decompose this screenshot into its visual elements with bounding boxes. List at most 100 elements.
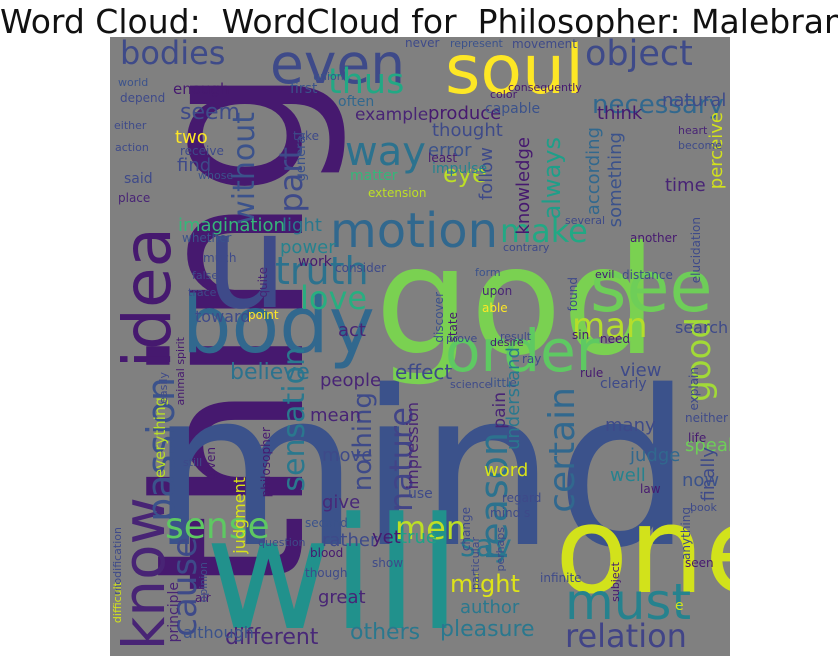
word-found: found xyxy=(566,277,580,312)
word-ray: ray xyxy=(522,352,542,366)
word-receive: receive xyxy=(180,144,224,158)
word-might: might xyxy=(450,570,520,598)
word-always: always xyxy=(538,137,566,220)
word-either: either xyxy=(114,119,147,132)
word-sin: sin xyxy=(572,328,590,342)
word-perhaps: perhaps xyxy=(494,527,507,572)
word-see: see xyxy=(590,246,713,328)
word-regard: regard xyxy=(502,491,542,505)
word-science: science xyxy=(450,378,492,391)
word-impulse: impulse xyxy=(432,161,488,177)
word-mean: mean xyxy=(310,405,362,426)
word-mind: mind xyxy=(150,344,692,595)
word-relation: relation xyxy=(565,617,687,655)
word-whose: whose xyxy=(198,169,234,182)
word-everything: everything xyxy=(151,397,169,478)
word-e: e xyxy=(675,598,684,614)
word-u: u xyxy=(205,186,288,338)
word-men: men xyxy=(395,509,467,547)
word-use: use xyxy=(408,486,433,502)
word-law: law xyxy=(640,482,661,496)
word-true: true xyxy=(400,527,437,548)
word-explain: explain xyxy=(687,367,701,411)
word-great: great xyxy=(318,587,366,608)
word-error: error xyxy=(428,140,472,161)
word-according: according xyxy=(583,127,604,216)
word-others: others xyxy=(350,620,421,645)
word-view: view xyxy=(620,360,662,381)
word-elucidation: elucidation xyxy=(689,217,703,284)
word-object: object xyxy=(585,37,693,74)
word-impression: impression xyxy=(403,402,422,490)
word-believe: believe xyxy=(230,360,310,385)
word-book: book xyxy=(690,501,717,514)
word-depend: depend xyxy=(120,91,166,105)
word-philosopher: philosopher xyxy=(259,427,273,498)
word-must: must xyxy=(565,573,692,631)
word-opinion: opinion xyxy=(197,562,210,603)
word-though: though xyxy=(305,566,348,580)
word-able: able xyxy=(482,301,508,315)
word-represent: represent xyxy=(450,37,503,50)
word-still: still xyxy=(183,456,203,469)
word-anything: anything xyxy=(679,507,693,560)
word-consider: consider xyxy=(335,261,387,275)
word-color: color xyxy=(490,88,518,101)
word-often: often xyxy=(338,94,375,110)
word-difficult: difficult xyxy=(111,582,124,624)
word-now: now xyxy=(682,470,720,491)
word-particular: particular xyxy=(469,537,482,590)
word-become: become xyxy=(678,139,723,152)
word-life: life xyxy=(688,431,707,445)
word-toward: toward xyxy=(195,307,251,326)
word-consequently: consequently xyxy=(508,81,582,94)
word-pain: pain xyxy=(490,392,510,429)
word-example: example xyxy=(355,105,429,125)
word-principle: principle xyxy=(166,582,182,643)
word-many: many xyxy=(605,415,656,436)
word-evil: evil xyxy=(595,268,615,281)
word-act: act xyxy=(338,320,366,341)
word-capable: capable xyxy=(485,101,541,117)
word-false: false xyxy=(192,269,219,282)
word-yet: yet xyxy=(372,527,401,548)
word-order: order xyxy=(445,317,600,385)
word-point: point xyxy=(248,308,279,322)
word-neither: neither xyxy=(685,411,728,425)
word-action: action xyxy=(115,141,149,154)
word-will: will xyxy=(205,484,461,656)
word-easily: easily xyxy=(157,372,170,404)
word-trace: trace xyxy=(188,286,217,299)
word-bodies: bodies xyxy=(120,37,226,72)
word-certain: certain xyxy=(542,387,583,513)
word-different: different xyxy=(225,625,319,650)
word-sense: sense xyxy=(165,506,270,547)
word-distance: distance xyxy=(622,268,673,282)
word-seen: seen xyxy=(685,556,714,570)
word-first: first xyxy=(290,81,318,97)
word-something: something xyxy=(605,132,626,228)
word-thus: thus xyxy=(328,62,405,102)
word-eye: eye xyxy=(443,160,487,188)
word-several: several xyxy=(565,214,606,227)
word-animal-spirit: animal spirit xyxy=(174,337,187,406)
word-enough: enough xyxy=(173,80,230,98)
word-result: result xyxy=(500,330,532,343)
word-people: people xyxy=(320,370,382,391)
word-effect: effect xyxy=(395,360,453,384)
word-place: place xyxy=(118,191,151,205)
word-rather: rather xyxy=(322,530,378,551)
word-find: find xyxy=(177,155,212,176)
word-another: another xyxy=(630,231,677,245)
word-thought: thought xyxy=(432,120,503,141)
word-power: power xyxy=(280,237,336,258)
word-say: say xyxy=(460,529,512,564)
word-judgment: judgment xyxy=(230,477,249,554)
word-motion: motion xyxy=(330,203,499,259)
word-given: given xyxy=(204,447,218,481)
word-desire: desire xyxy=(490,336,524,349)
word-rule: rule xyxy=(580,366,604,380)
word-time: time xyxy=(665,175,706,196)
word-finally: finally xyxy=(698,447,719,502)
word-man: man xyxy=(572,306,648,346)
